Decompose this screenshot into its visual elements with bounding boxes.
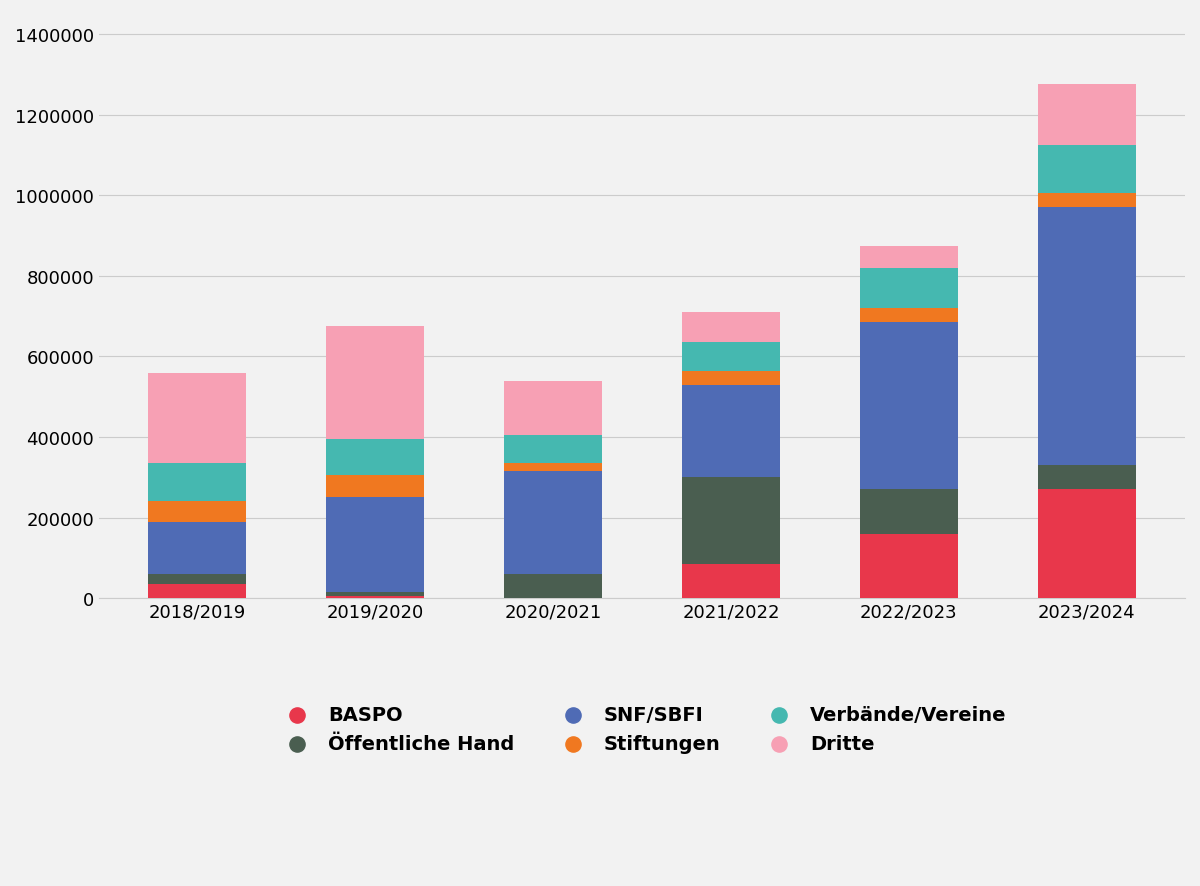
- Bar: [326, 476, 424, 498]
- Bar: [326, 327, 424, 439]
- Bar: [326, 439, 424, 476]
- Bar: [504, 463, 602, 471]
- Bar: [860, 246, 958, 268]
- Bar: [326, 593, 424, 596]
- Bar: [504, 436, 602, 463]
- Bar: [504, 381, 602, 436]
- Bar: [1038, 208, 1135, 466]
- Bar: [149, 373, 246, 463]
- Bar: [326, 498, 424, 593]
- Bar: [860, 268, 958, 308]
- Bar: [860, 323, 958, 490]
- Bar: [1038, 466, 1135, 490]
- Bar: [504, 574, 602, 598]
- Bar: [682, 313, 780, 343]
- Legend: BASPO, Öffentliche Hand, SNF/SBFI, Stiftungen, Verbände/Vereine, Dritte: BASPO, Öffentliche Hand, SNF/SBFI, Stift…: [262, 690, 1022, 768]
- Bar: [326, 596, 424, 598]
- Bar: [1038, 490, 1135, 598]
- Bar: [1038, 85, 1135, 146]
- Bar: [149, 501, 246, 522]
- Bar: [682, 343, 780, 371]
- Bar: [149, 522, 246, 574]
- Bar: [1038, 146, 1135, 194]
- Bar: [860, 490, 958, 534]
- Bar: [504, 471, 602, 574]
- Bar: [682, 564, 780, 598]
- Bar: [682, 478, 780, 564]
- Bar: [149, 585, 246, 598]
- Bar: [682, 371, 780, 385]
- Bar: [682, 385, 780, 478]
- Bar: [149, 574, 246, 585]
- Bar: [860, 308, 958, 323]
- Bar: [1038, 194, 1135, 208]
- Bar: [149, 463, 246, 501]
- Bar: [860, 534, 958, 598]
